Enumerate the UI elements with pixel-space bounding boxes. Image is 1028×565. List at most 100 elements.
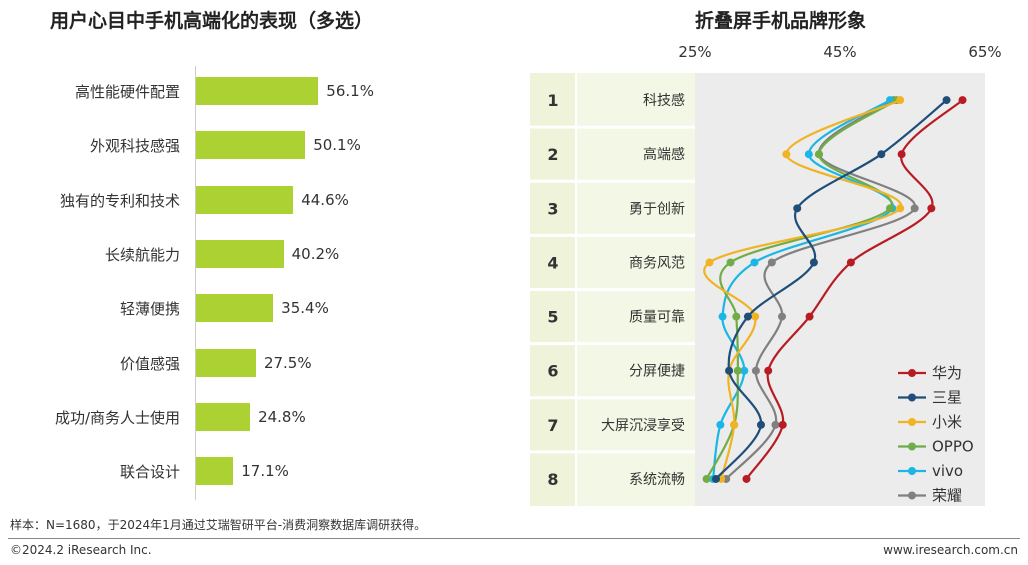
series-point <box>756 420 765 429</box>
series-point <box>910 204 919 213</box>
series-point <box>778 420 787 429</box>
bar <box>196 402 251 431</box>
series-point <box>750 258 759 267</box>
series-point <box>732 312 741 321</box>
series-point <box>726 258 735 267</box>
bar <box>196 185 294 214</box>
bar <box>196 348 256 377</box>
bar <box>196 77 319 105</box>
category-label: 大屏沉浸享受 <box>601 417 685 434</box>
category-label: 科技感 <box>643 92 685 109</box>
bar-category-label: 独有的专利和技术 <box>59 191 180 210</box>
series-point <box>733 366 742 375</box>
series-point <box>942 96 951 105</box>
category-label: 系统流畅 <box>629 472 685 488</box>
right-chart-title: 折叠屏手机品牌形象 <box>695 10 867 32</box>
rank-number: 6 <box>547 362 558 381</box>
plot-area-bg <box>695 73 985 506</box>
legend-marker <box>908 491 916 500</box>
bar <box>196 457 234 486</box>
legend-marker <box>908 467 916 475</box>
website: www.iresearch.com.cn <box>883 543 1018 557</box>
legend-label: OPPO <box>932 438 974 456</box>
rank-number: 1 <box>547 91 558 110</box>
series-point <box>814 150 823 159</box>
sample-note: 样本：N=1680，于2024年1月通过艾瑞智研平台-消费洞察数据库调研获得。 <box>10 518 427 532</box>
x-tick-label: 25% <box>678 43 711 61</box>
rank-number: 3 <box>547 199 558 218</box>
category-label: 商务风范 <box>629 254 685 271</box>
series-point <box>896 96 905 105</box>
bar-value-label: 44.6% <box>301 190 349 209</box>
series-point <box>771 420 780 429</box>
left-bar-chart: 高性能硬件配置 56.1% 外观科技感强 50.1% 独有的专利和技术 44.6% 长续航能… <box>0 60 470 500</box>
series-point <box>767 258 776 267</box>
bar-value-label: 17.1% <box>241 462 289 481</box>
legend-label: 荣耀 <box>932 487 962 505</box>
series-point <box>846 258 855 267</box>
series-point <box>751 366 760 375</box>
series-point <box>705 258 714 267</box>
series-point <box>725 366 734 375</box>
rank-number: 8 <box>547 470 558 489</box>
footer-divider <box>8 538 1020 539</box>
legend-marker <box>908 418 916 426</box>
rank-number: 7 <box>547 416 558 435</box>
bar-value-label: 35.4% <box>281 299 329 318</box>
series-point <box>886 204 895 213</box>
category-label: 分屏便捷 <box>629 364 685 380</box>
series-point <box>716 420 725 429</box>
legend-marker <box>908 442 916 451</box>
category-label: 质量可靠 <box>629 310 685 326</box>
bar-category-label: 长续航能力 <box>104 245 180 264</box>
series-point <box>742 474 751 483</box>
rank-number: 2 <box>547 145 558 164</box>
series-point <box>897 150 906 159</box>
series-point <box>782 150 791 159</box>
bar-category-label: 价值感强 <box>119 354 180 373</box>
bar-value-label: 56.1% <box>326 82 374 100</box>
bar-value-label: 27.5% <box>263 353 312 372</box>
rank-number: 4 <box>547 253 558 272</box>
series-point <box>778 312 786 321</box>
bar-value-label: 24.8% <box>258 407 306 426</box>
bar-value-label: 50.1% <box>313 136 361 155</box>
legend-label: 华为 <box>932 364 962 382</box>
series-point <box>793 204 802 213</box>
series-point <box>809 258 818 267</box>
bar <box>196 131 306 160</box>
category-label: 勇于创新 <box>629 201 685 217</box>
series-point <box>751 312 760 321</box>
x-tick-label: 45% <box>823 43 856 61</box>
bar-category-label: 高性能硬件配置 <box>74 83 180 101</box>
category-label: 高端感 <box>643 146 685 163</box>
series-point <box>712 474 721 483</box>
legend-marker <box>908 369 916 377</box>
bar-category-label: 外观科技感强 <box>89 137 180 156</box>
bar-category-label: 联合设计 <box>119 463 180 482</box>
bar-category-label: 成功/商务人士使用 <box>54 408 180 427</box>
bar-category-label: 轻薄便携 <box>119 300 180 319</box>
series-point <box>927 204 936 213</box>
legend-label: 三星 <box>932 389 962 407</box>
series-point <box>896 204 905 213</box>
series-line <box>715 99 948 480</box>
series-point <box>730 420 739 429</box>
series-point <box>958 96 967 105</box>
left-chart-title: 用户心目中手机高端化的表现（多选） <box>50 10 374 32</box>
legend-label: 小米 <box>932 413 962 431</box>
left-axis-line <box>195 66 196 500</box>
rank-number: 5 <box>547 308 558 327</box>
series-point <box>805 312 814 321</box>
series-point <box>740 366 749 375</box>
bar <box>196 294 274 323</box>
series-point <box>718 312 727 321</box>
copyright: ©2024.2 iResearch Inc. <box>10 543 152 557</box>
legend-marker <box>908 393 916 402</box>
series-point <box>804 150 813 159</box>
series-point <box>702 474 711 483</box>
bar-value-label: 40.2% <box>291 244 340 263</box>
series-point <box>764 366 773 375</box>
legend-label: vivo <box>932 462 963 480</box>
